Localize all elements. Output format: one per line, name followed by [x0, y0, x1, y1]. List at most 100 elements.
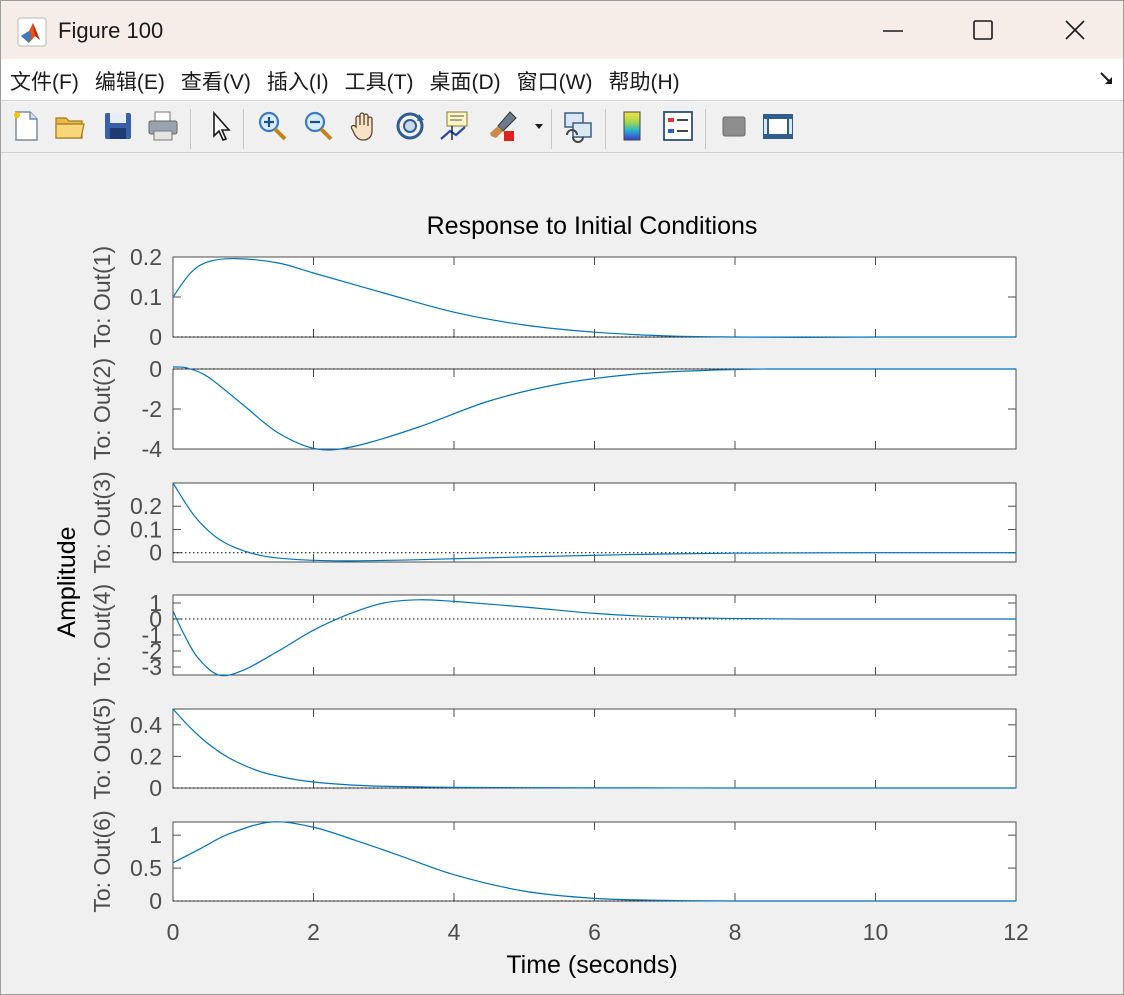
menu-file[interactable]: 文件(F): [10, 71, 79, 94]
menu-view[interactable]: 查看(V): [180, 71, 251, 94]
subplot-ylabel: To: Out(4): [89, 584, 115, 686]
zoom-out-icon[interactable]: [301, 109, 335, 143]
y-tick-label: 0.1: [130, 284, 162, 310]
y-tick-label: 0.4: [130, 712, 162, 738]
subplot-2: -4 -2 0 To: Out(2): [89, 356, 1017, 462]
matlab-logo-icon: [17, 17, 47, 47]
y-tick-label: 0: [149, 888, 162, 914]
y-tick-label: 0.5: [130, 855, 162, 881]
minimize-button[interactable]: [847, 1, 939, 59]
pan-icon[interactable]: [347, 109, 381, 143]
menu-insert[interactable]: 插入(I): [266, 71, 329, 94]
y-tick-label: 0: [149, 356, 162, 382]
chart-title: Response to Initial Conditions: [427, 212, 758, 240]
y-tick-label: -2: [142, 396, 162, 422]
maximize-button[interactable]: [937, 1, 1029, 59]
minimize-icon: [883, 30, 903, 32]
figure-toolbar: [1, 101, 1123, 153]
toolbar-separator: [243, 109, 244, 149]
show-plot-tools-icon[interactable]: [761, 109, 795, 143]
y-tick-label: 0: [149, 606, 162, 632]
subplot-ylabel: To: Out(3): [89, 471, 115, 573]
title-bar: Figure 100: [1, 1, 1123, 59]
undock-arrow-icon[interactable]: [1099, 71, 1115, 92]
x-axis-label: Time (seconds): [506, 951, 677, 979]
axes-box: [172, 482, 1017, 563]
window-title: Figure 100: [58, 18, 164, 43]
subplot-6: 0 0.5 1 To: Out(6): [89, 810, 1017, 914]
y-tick-label: 0: [149, 324, 162, 350]
y-tick-label: 0: [149, 775, 162, 801]
menu-bar: 文件(F) 编辑(E) 查看(V) 插入(I) 工具(T) 桌面(D) 窗口(W…: [1, 59, 1123, 101]
open-file-icon[interactable]: [53, 109, 87, 143]
select-arrow-icon[interactable]: [204, 109, 238, 143]
subplot-ylabel: To: Out(2): [89, 358, 115, 460]
y-tick-label: 0.2: [130, 493, 162, 519]
menu-desktop[interactable]: 桌面(D): [429, 71, 501, 94]
y-tick-label: -1: [142, 622, 162, 648]
menu-edit[interactable]: 编辑(E): [94, 71, 165, 94]
new-figure-icon[interactable]: [9, 109, 43, 143]
y-tick-label: 0.2: [130, 244, 162, 270]
axes-box: [172, 368, 1017, 450]
x-tick-label: 8: [729, 919, 742, 945]
zoom-in-icon[interactable]: [255, 109, 289, 143]
axes-box: [172, 708, 1017, 789]
x-tick-label: 4: [448, 919, 461, 945]
toolbar-separator: [605, 109, 606, 149]
subplot-ylabel: To: Out(1): [89, 246, 115, 348]
response-line-out1: [172, 257, 1017, 339]
menu-help[interactable]: 帮助(H): [608, 71, 680, 94]
legend-icon[interactable]: [661, 109, 695, 143]
axes-box: [172, 256, 1017, 338]
data-cursor-icon[interactable]: [438, 109, 472, 143]
axes-box: [172, 821, 1017, 902]
y-tick-label: -3: [142, 654, 162, 680]
hide-plot-tools-icon[interactable]: [717, 109, 751, 143]
figure-canvas[interactable]: Response to Initial Conditions Amplitude…: [1, 153, 1123, 994]
y-axis-label: Amplitude: [53, 526, 81, 637]
response-line-out5: [172, 708, 1016, 789]
link-plot-icon[interactable]: [561, 109, 595, 143]
subplot-ylabel: To: Out(6): [89, 810, 115, 912]
x-tick-label: 10: [863, 919, 889, 945]
toolbar-separator: [190, 109, 191, 149]
x-tick-label: 6: [588, 919, 601, 945]
y-tick-label: 1: [149, 822, 162, 848]
response-line-out4: [172, 599, 1016, 677]
rotate-3d-icon[interactable]: [393, 109, 427, 143]
colorbar-icon[interactable]: [615, 109, 649, 143]
menu-tools[interactable]: 工具(T): [344, 71, 414, 94]
close-icon: [1065, 20, 1085, 40]
toolbar-separator: [705, 109, 706, 149]
y-tick-label: 0.1: [130, 516, 162, 542]
subplot-5: 0 0.2 0.4 To: Out(5): [89, 697, 1017, 801]
save-icon[interactable]: [101, 109, 135, 143]
response-line-out2: [172, 366, 1016, 451]
maximize-icon: [973, 20, 993, 40]
x-tick-labels: 0 2 4 6 8 10 12: [167, 919, 1029, 945]
subplot-ylabel: To: Out(5): [89, 697, 115, 799]
x-tick-label: 0: [167, 919, 180, 945]
x-tick-label: 2: [307, 919, 320, 945]
axes-box: [172, 594, 1017, 676]
y-tick-label: 1: [149, 590, 162, 616]
subplot-1: 0 0.1 0.2 To: Out(1): [89, 244, 1017, 350]
subplot-3: 00.10.2 To: Out(3): [89, 471, 1017, 574]
menu-window[interactable]: 窗口(W): [516, 71, 593, 94]
subplot-4: -3-2-101 To: Out(4): [89, 584, 1017, 686]
y-tick-label: 0.2: [130, 743, 162, 769]
brush-dropdown-icon[interactable]: [531, 109, 547, 143]
toolbar-separator: [551, 109, 552, 149]
y-tick-label: -4: [142, 436, 163, 462]
response-line-out3: [172, 482, 1017, 562]
y-tick-label: 0: [149, 540, 162, 566]
print-icon[interactable]: [146, 109, 180, 143]
y-tick-label: -2: [142, 638, 162, 664]
close-button[interactable]: [1029, 1, 1121, 59]
response-line-out6: [172, 821, 1017, 902]
x-tick-label: 12: [1003, 919, 1029, 945]
brush-icon[interactable]: [486, 109, 520, 143]
